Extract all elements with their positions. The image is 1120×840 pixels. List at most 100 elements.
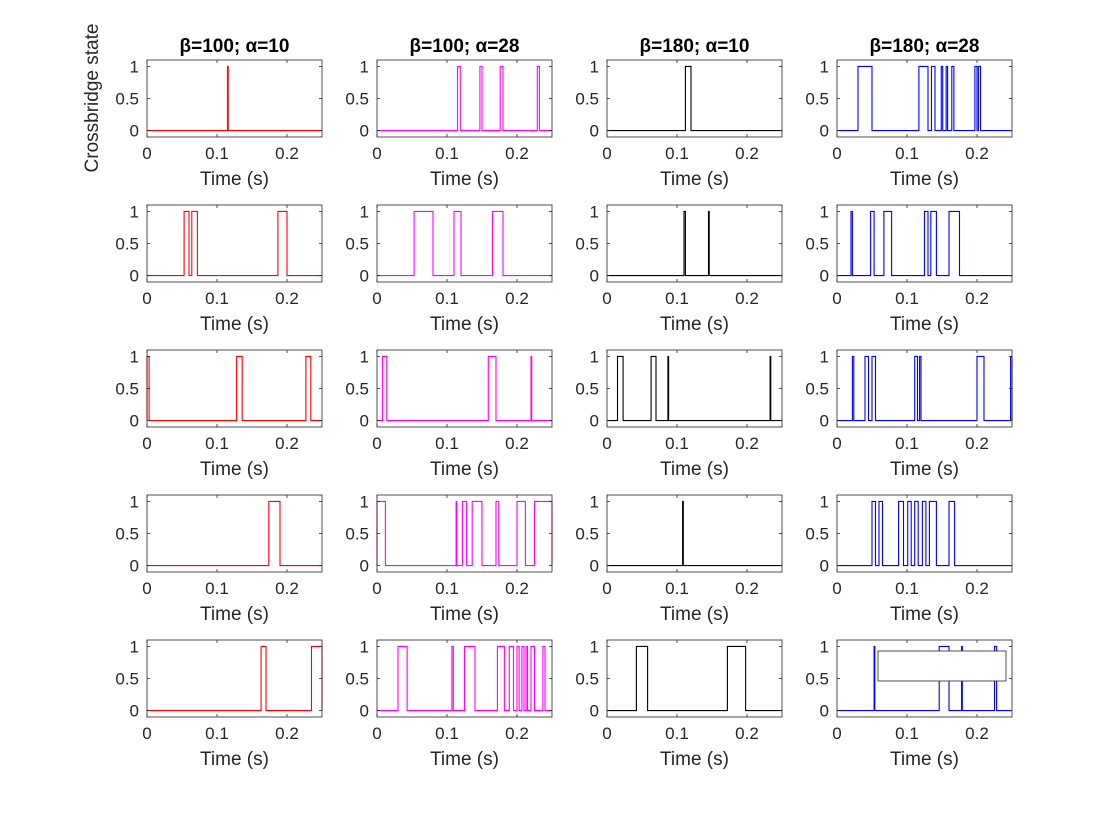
state-trace: [837, 645, 1012, 712]
x-tick-label: 0: [372, 144, 381, 163]
y-tick-label: 0.5: [805, 235, 829, 254]
x-axis-label: Time (s): [200, 314, 269, 335]
x-tick-label: 0.1: [665, 579, 689, 598]
x-tick-label: 0: [832, 434, 841, 453]
y-tick-label: 1: [820, 202, 829, 221]
panel-r5-c2: 0 0.1 0.2 0 0.5 1 Time (s): [345, 637, 553, 770]
y-tick-label: 0.5: [345, 380, 369, 399]
panel-r2-c4: 0 0.1 0.2 0 0.5 1 Time (s): [805, 202, 1013, 335]
x-axis-label: Time (s): [430, 749, 499, 770]
x-tick-label: 0: [142, 434, 151, 453]
x-tick-label: 0.1: [205, 724, 229, 743]
x-axis-label: Time (s): [890, 169, 959, 190]
x-axis-label: Time (s): [200, 169, 269, 190]
x-tick-label: 0: [832, 579, 841, 598]
y-tick-label: 0: [820, 122, 829, 141]
plot-area: [147, 60, 322, 137]
x-tick-label: 0: [602, 289, 611, 308]
state-trace: [837, 500, 1012, 567]
x-tick-label: 0: [602, 434, 611, 453]
y-tick-label: 0: [820, 412, 829, 431]
y-tick-label: 1: [130, 202, 139, 221]
panel-r3-c3: 0 0.1 0.2 0 0.5 1 Time (s): [575, 347, 783, 480]
plot-area: [837, 350, 1012, 427]
y-tick-label: 0: [130, 412, 139, 431]
panel-r3-c1: 0 0.1 0.2 0 0.5 1 Time (s): [115, 347, 323, 480]
y-tick-label: 0.5: [575, 670, 599, 689]
x-axis-label: Time (s): [200, 749, 269, 770]
state-trace: [377, 355, 552, 422]
y-tick-label: 1: [590, 637, 599, 656]
plot-area: [607, 495, 782, 572]
plot-area: [837, 495, 1012, 572]
plot-area: [607, 640, 782, 717]
y-tick-label: 0: [130, 267, 139, 286]
x-tick-label: 0: [372, 434, 381, 453]
y-tick-label: 0.5: [345, 235, 369, 254]
state-trace: [607, 65, 782, 132]
y-tick-label: 0.5: [805, 380, 829, 399]
y-tick-label: 0.5: [805, 90, 829, 109]
y-tick-label: 0: [590, 702, 599, 721]
x-axis-label: Time (s): [890, 314, 959, 335]
state-trace: [377, 645, 552, 712]
x-tick-label: 0.1: [895, 289, 919, 308]
panel-r4-c4: 0 0.1 0.2 0 0.5 1 Time (s): [805, 492, 1013, 625]
x-tick-label: 0.2: [505, 434, 529, 453]
plot-area: [607, 205, 782, 282]
x-tick-label: 0.1: [665, 724, 689, 743]
y-tick-label: 0: [130, 702, 139, 721]
x-axis-label: Time (s): [660, 169, 729, 190]
x-tick-label: 0.2: [275, 579, 299, 598]
panel-r1-c4: 0 0.1 0.2 0 0.5 1 Time (s) β=180; α=28: [805, 36, 1013, 190]
plot-area: [837, 60, 1012, 137]
column-title: β=180; α=10: [640, 36, 750, 57]
panel-r1-c2: 0 0.1 0.2 0 0.5 1 Time (s) β=100; α=28: [345, 36, 553, 190]
x-axis-label: Time (s): [430, 314, 499, 335]
y-tick-label: 0.5: [575, 235, 599, 254]
y-tick-label: 0: [820, 557, 829, 576]
panel-r5-c3: 0 0.1 0.2 0 0.5 1 Time (s): [575, 637, 783, 770]
state-trace: [837, 210, 1012, 277]
y-tick-label: 0.5: [115, 525, 139, 544]
panel-r1-c1: 0 0.1 0.2 0 0.5 1 Time (s) β=100; α=10: [115, 36, 323, 190]
y-tick-label: 0.5: [805, 525, 829, 544]
y-tick-label: 0: [590, 122, 599, 141]
y-tick-label: 0: [590, 412, 599, 431]
state-trace: [607, 500, 782, 567]
x-tick-label: 0.1: [665, 434, 689, 453]
x-tick-label: 0.1: [895, 724, 919, 743]
y-tick-label: 0: [130, 557, 139, 576]
plot-area: [147, 205, 322, 282]
x-tick-label: 0.1: [435, 289, 459, 308]
panel-r4-c3: 0 0.1 0.2 0 0.5 1 Time (s): [575, 492, 783, 625]
x-tick-label: 0.1: [435, 579, 459, 598]
state-trace: [147, 500, 322, 567]
plot-area: [607, 60, 782, 137]
y-tick-label: 0.5: [575, 380, 599, 399]
y-tick-label: 1: [130, 347, 139, 366]
x-tick-label: 0.2: [275, 434, 299, 453]
y-tick-label: 1: [590, 492, 599, 511]
y-tick-label: 0.5: [115, 670, 139, 689]
panel-r2-c1: 0 0.1 0.2 0 0.5 1 Time (s): [115, 202, 323, 335]
x-axis-label: Time (s): [890, 459, 959, 480]
y-tick-label: 0.5: [575, 525, 599, 544]
x-tick-label: 0.2: [965, 724, 989, 743]
x-tick-label: 0.2: [275, 724, 299, 743]
state-trace: [607, 645, 782, 712]
x-tick-label: 0.2: [505, 144, 529, 163]
y-tick-label: 0: [130, 122, 139, 141]
panel-r4-c2: 0 0.1 0.2 0 0.5 1 Time (s): [345, 492, 553, 625]
x-tick-label: 0.1: [895, 144, 919, 163]
plot-area: [147, 495, 322, 572]
y-tick-label: 0: [820, 267, 829, 286]
column-title: β=180; α=28: [870, 36, 980, 57]
y-tick-label: 0: [360, 122, 369, 141]
panel-r5-c1: 0 0.1 0.2 0 0.5 1 Time (s): [115, 637, 323, 770]
y-tick-label: 1: [360, 202, 369, 221]
y-tick-label: 1: [360, 57, 369, 76]
y-tick-label: 1: [360, 492, 369, 511]
y-axis-label: Crossbridge state: [82, 24, 103, 173]
